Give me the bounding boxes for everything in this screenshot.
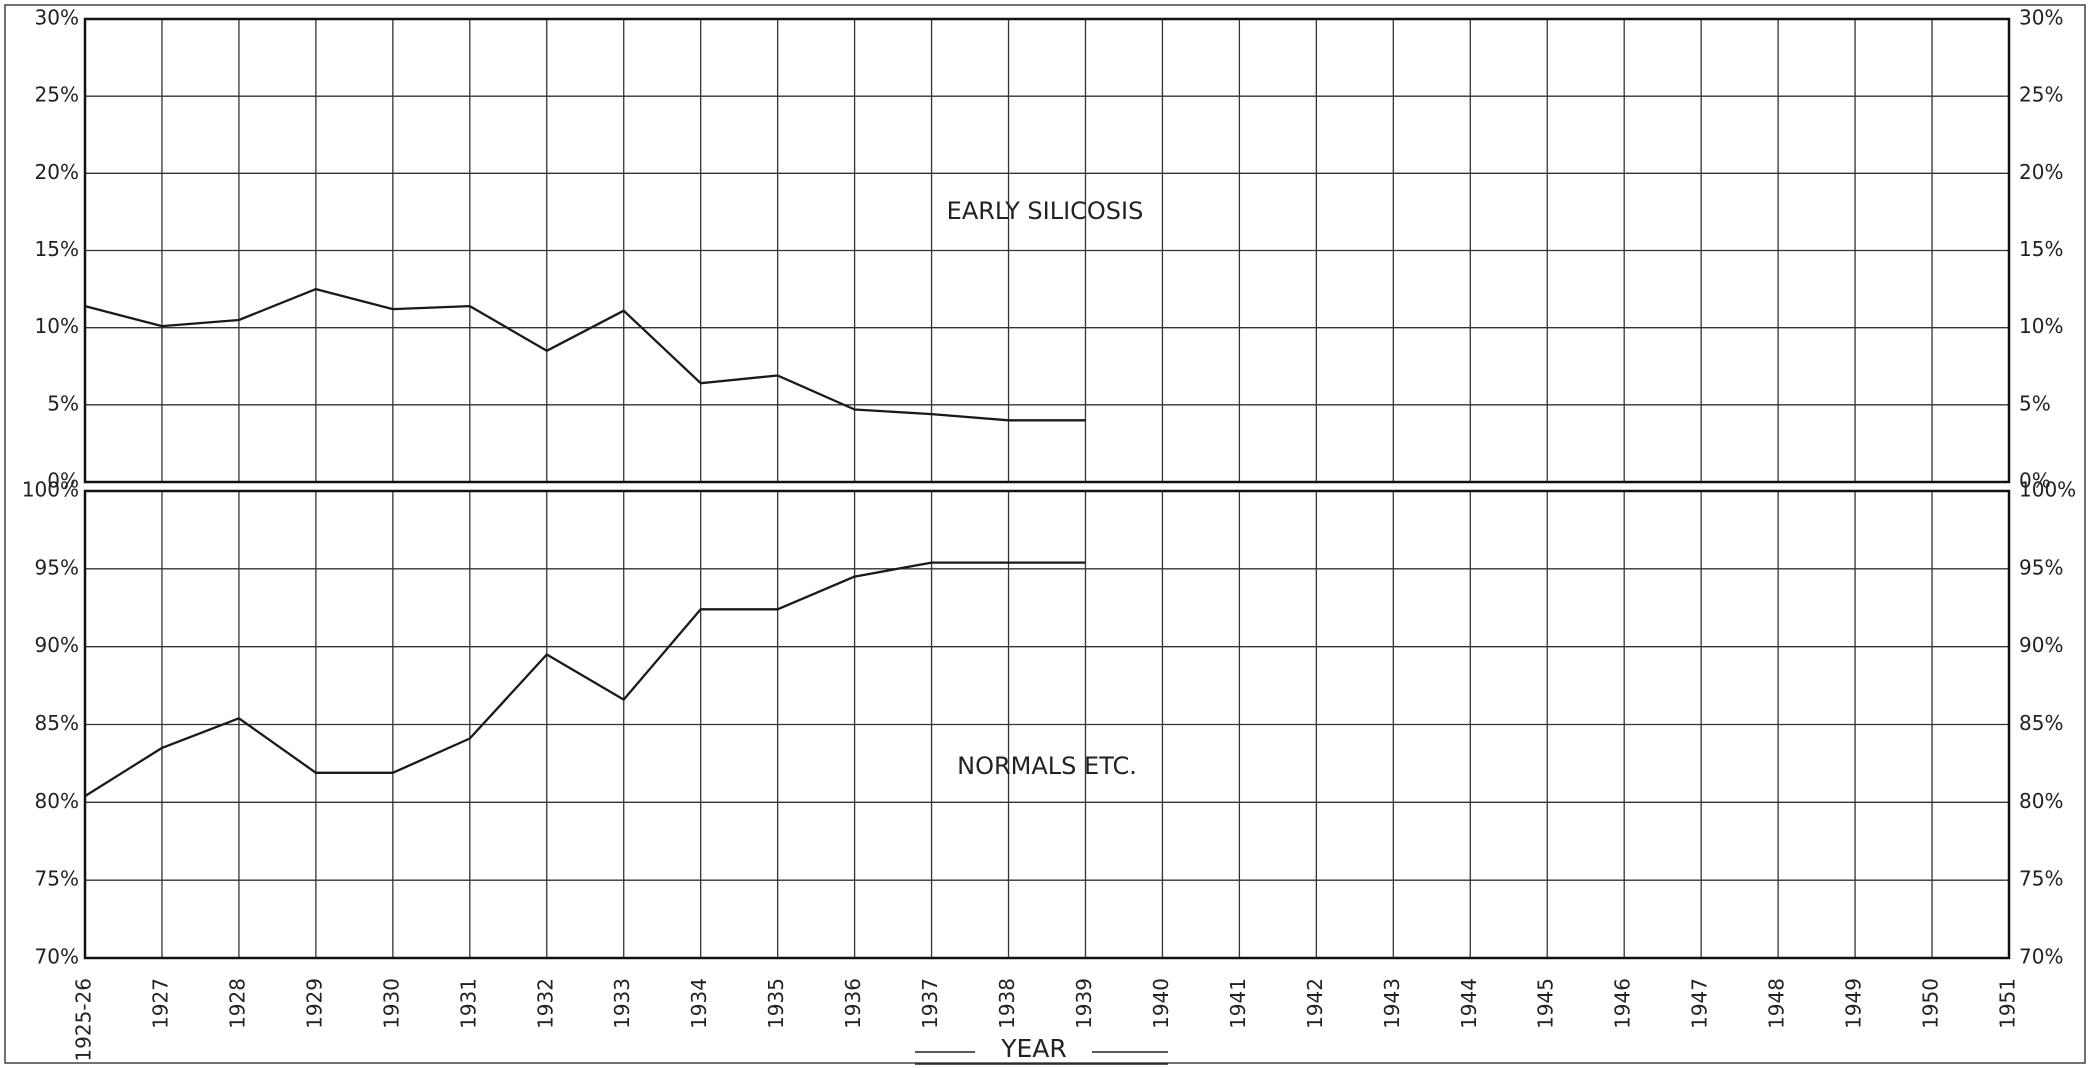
x-tick-label: 1949 <box>1842 978 1866 1029</box>
x-tick-label: 1933 <box>610 978 634 1029</box>
y-tick-label-right: 90% <box>2019 633 2063 657</box>
y-tick-label: 20% <box>35 160 79 184</box>
y-tick-label: 95% <box>35 555 79 579</box>
y-tick-label: 0% <box>47 469 79 493</box>
y-tick-label-right: 100% <box>2019 478 2076 502</box>
y-tick-label-right: 25% <box>2019 83 2063 107</box>
data-line <box>84 561 1086 798</box>
y-tick-label: 15% <box>35 237 79 261</box>
x-tick-label: 1947 <box>1688 978 1712 1029</box>
x-tick-label: 1935 <box>764 978 788 1029</box>
y-tick-label-right: 70% <box>2019 945 2063 969</box>
y-tick-label: 25% <box>35 83 79 107</box>
y-tick-label: 80% <box>35 789 79 813</box>
panel-frame <box>83 17 2011 484</box>
x-tick-label: 1936 <box>841 978 865 1029</box>
x-tick-label: 1931 <box>456 978 480 1029</box>
x-tick-label: 1941 <box>1226 978 1250 1029</box>
x-tick-label: 1938 <box>995 978 1019 1029</box>
y-tick-label: 10% <box>35 314 79 338</box>
outer-border <box>4 4 2086 1064</box>
x-tick-label: 1934 <box>687 978 711 1029</box>
y-tick-label-right: 20% <box>2019 160 2063 184</box>
y-tick-label: 100% <box>22 478 79 502</box>
x-tick-label: 1930 <box>379 978 403 1029</box>
y-tick-label: 5% <box>47 391 79 415</box>
x-tick-label: 1937 <box>918 978 942 1029</box>
x-tick-label: 1945 <box>1534 978 1558 1029</box>
x-tick-label: 1942 <box>1303 978 1327 1029</box>
y-tick-label-right: 15% <box>2019 237 2063 261</box>
x-tick-label: 1950 <box>1919 978 1943 1029</box>
y-tick-label: 30% <box>35 6 79 30</box>
x-tick-label: 1925-26 <box>72 978 96 1062</box>
y-tick-label: 85% <box>35 711 79 735</box>
x-tick-label: 1948 <box>1765 978 1789 1029</box>
x-tick-label: 1928 <box>225 978 249 1029</box>
x-axis-label: YEAR <box>1000 1034 1067 1063</box>
x-tick-label: 1927 <box>148 978 172 1029</box>
x-tick-label: 1929 <box>302 978 326 1029</box>
y-tick-label-right: 95% <box>2019 555 2063 579</box>
y-tick-label-right: 0% <box>2019 469 2051 493</box>
y-tick-label-right: 85% <box>2019 711 2063 735</box>
annotation: NORMALS ETC. <box>957 752 1137 780</box>
x-tick-label: 1932 <box>533 978 557 1029</box>
x-tick-label: 1943 <box>1380 978 1404 1029</box>
annotation: EARLY SILICOSIS <box>947 197 1144 225</box>
y-tick-label-right: 30% <box>2019 6 2063 30</box>
data-line <box>84 287 1086 422</box>
x-tick-label: 1940 <box>1149 978 1173 1029</box>
x-tick-label: 1951 <box>1996 978 2020 1029</box>
panel-frame <box>83 489 2011 960</box>
y-tick-label: 90% <box>35 633 79 657</box>
y-tick-label: 70% <box>35 945 79 969</box>
y-tick-label-right: 75% <box>2019 867 2063 891</box>
y-tick-label-right: 10% <box>2019 314 2063 338</box>
y-tick-label-right: 5% <box>2019 391 2051 415</box>
y-tick-label: 75% <box>35 867 79 891</box>
x-tick-label: 1944 <box>1457 978 1481 1029</box>
y-tick-label-right: 80% <box>2019 789 2063 813</box>
x-tick-label: 1946 <box>1611 978 1635 1029</box>
x-tick-label: 1939 <box>1072 978 1096 1029</box>
